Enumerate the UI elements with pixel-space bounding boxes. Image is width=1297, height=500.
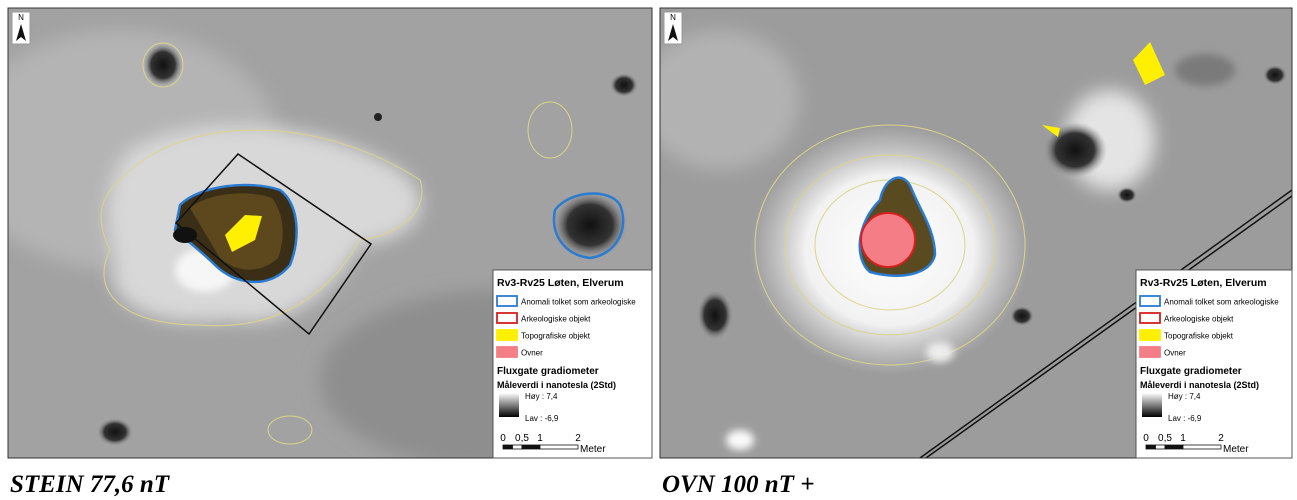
scale-label: 2 [575, 433, 581, 444]
scale-label: 0 [500, 433, 506, 444]
scale-segment [522, 445, 540, 449]
scale-segment [513, 445, 523, 449]
scale-segment [1183, 445, 1221, 449]
oven [861, 213, 915, 267]
legend-low: Lav : -6,9 [525, 414, 559, 423]
page: Gradiometer maps {"panels": [ {"north": … [0, 0, 1297, 500]
scale-segment [540, 445, 578, 449]
scale-segment [1165, 445, 1183, 449]
dark-spot [173, 227, 197, 243]
dark-anomaly [610, 73, 638, 97]
legend-instrument: Fluxgate gradiometer [497, 366, 599, 377]
scale-segment [1146, 445, 1156, 449]
legend-instrument: Fluxgate gradiometer [1140, 366, 1242, 377]
dark-anomaly [1010, 306, 1034, 326]
scale-label: 0 [1143, 433, 1149, 444]
legend-item: Topografiske objekt [1164, 332, 1234, 341]
legend-high: Høy : 7,4 [525, 392, 558, 401]
shade [640, 30, 800, 170]
dark-anomaly [97, 418, 133, 446]
legend-swatch [1140, 313, 1160, 323]
highlight [726, 430, 754, 450]
legend-item: Anomali tolket som arkeologiske [1164, 298, 1279, 307]
scale-unit: Meter [580, 444, 606, 455]
scale-segment [1156, 445, 1166, 449]
dark-anomaly [1117, 187, 1137, 203]
dark-spot [374, 113, 382, 121]
scale-label: 0,5 [1158, 433, 1172, 444]
north-label: N [670, 13, 676, 22]
panel-caption: STEIN 77,6 nT [10, 471, 171, 498]
panel-caption: OVN 100 nT + [662, 471, 814, 498]
dark-anomaly [1263, 65, 1287, 85]
legend-unit: Måleverdi i nanotesla (2Std) [497, 380, 616, 390]
legend-item: Ovner [521, 349, 543, 358]
scale-label: 1 [1180, 433, 1186, 444]
legend-item: Ovner [1164, 349, 1186, 358]
legend-title: Rv3-Rv25 Løten, Elverum [497, 277, 624, 289]
legend-unit: Måleverdi i nanotesla (2Std) [1140, 380, 1259, 390]
shade [1175, 54, 1235, 86]
legend-low: Lav : -6,9 [1168, 414, 1202, 423]
scale-segment [503, 445, 513, 449]
legend-swatch [1140, 330, 1160, 340]
legend-swatch [497, 347, 517, 357]
legend-swatch [497, 313, 517, 323]
highlight [926, 342, 954, 362]
legend-swatch [497, 296, 517, 306]
legend: Rv3-Rv25 Løten, Elverum Anomali tolket so… [1136, 270, 1292, 458]
north-label: N [18, 13, 24, 22]
legend-ramp [499, 393, 519, 417]
legend-ramp [1142, 393, 1162, 417]
scale-unit: Meter [1223, 444, 1249, 455]
legend-item: Arkeologiske objekt [521, 315, 591, 324]
legend-swatch [1140, 347, 1160, 357]
figure: N STEIN 77,6 nT Rv3-Rv25 Løten, Elverum Ano… [0, 0, 1297, 500]
scale-label: 1 [537, 433, 543, 444]
legend-item: Arkeologiske objekt [1164, 315, 1234, 324]
body: N STEIN 77,6 nT Rv3-Rv25 Løten, Elverum Ano… [0, 0, 1297, 500]
legend-swatch [497, 330, 517, 340]
legend-title: Rv3-Rv25 Løten, Elverum [1140, 277, 1267, 289]
legend: Rv3-Rv25 Løten, Elverum Anomali tolket so… [493, 270, 652, 458]
legend-item: Anomali tolket som arkeologiske [521, 298, 636, 307]
legend-high: Høy : 7,4 [1168, 392, 1201, 401]
legend-swatch [1140, 296, 1160, 306]
dark-anomaly [697, 290, 733, 340]
scale-label: 2 [1218, 433, 1224, 444]
scale-label: 0,5 [515, 433, 529, 444]
legend-item: Topografiske objekt [521, 332, 591, 341]
